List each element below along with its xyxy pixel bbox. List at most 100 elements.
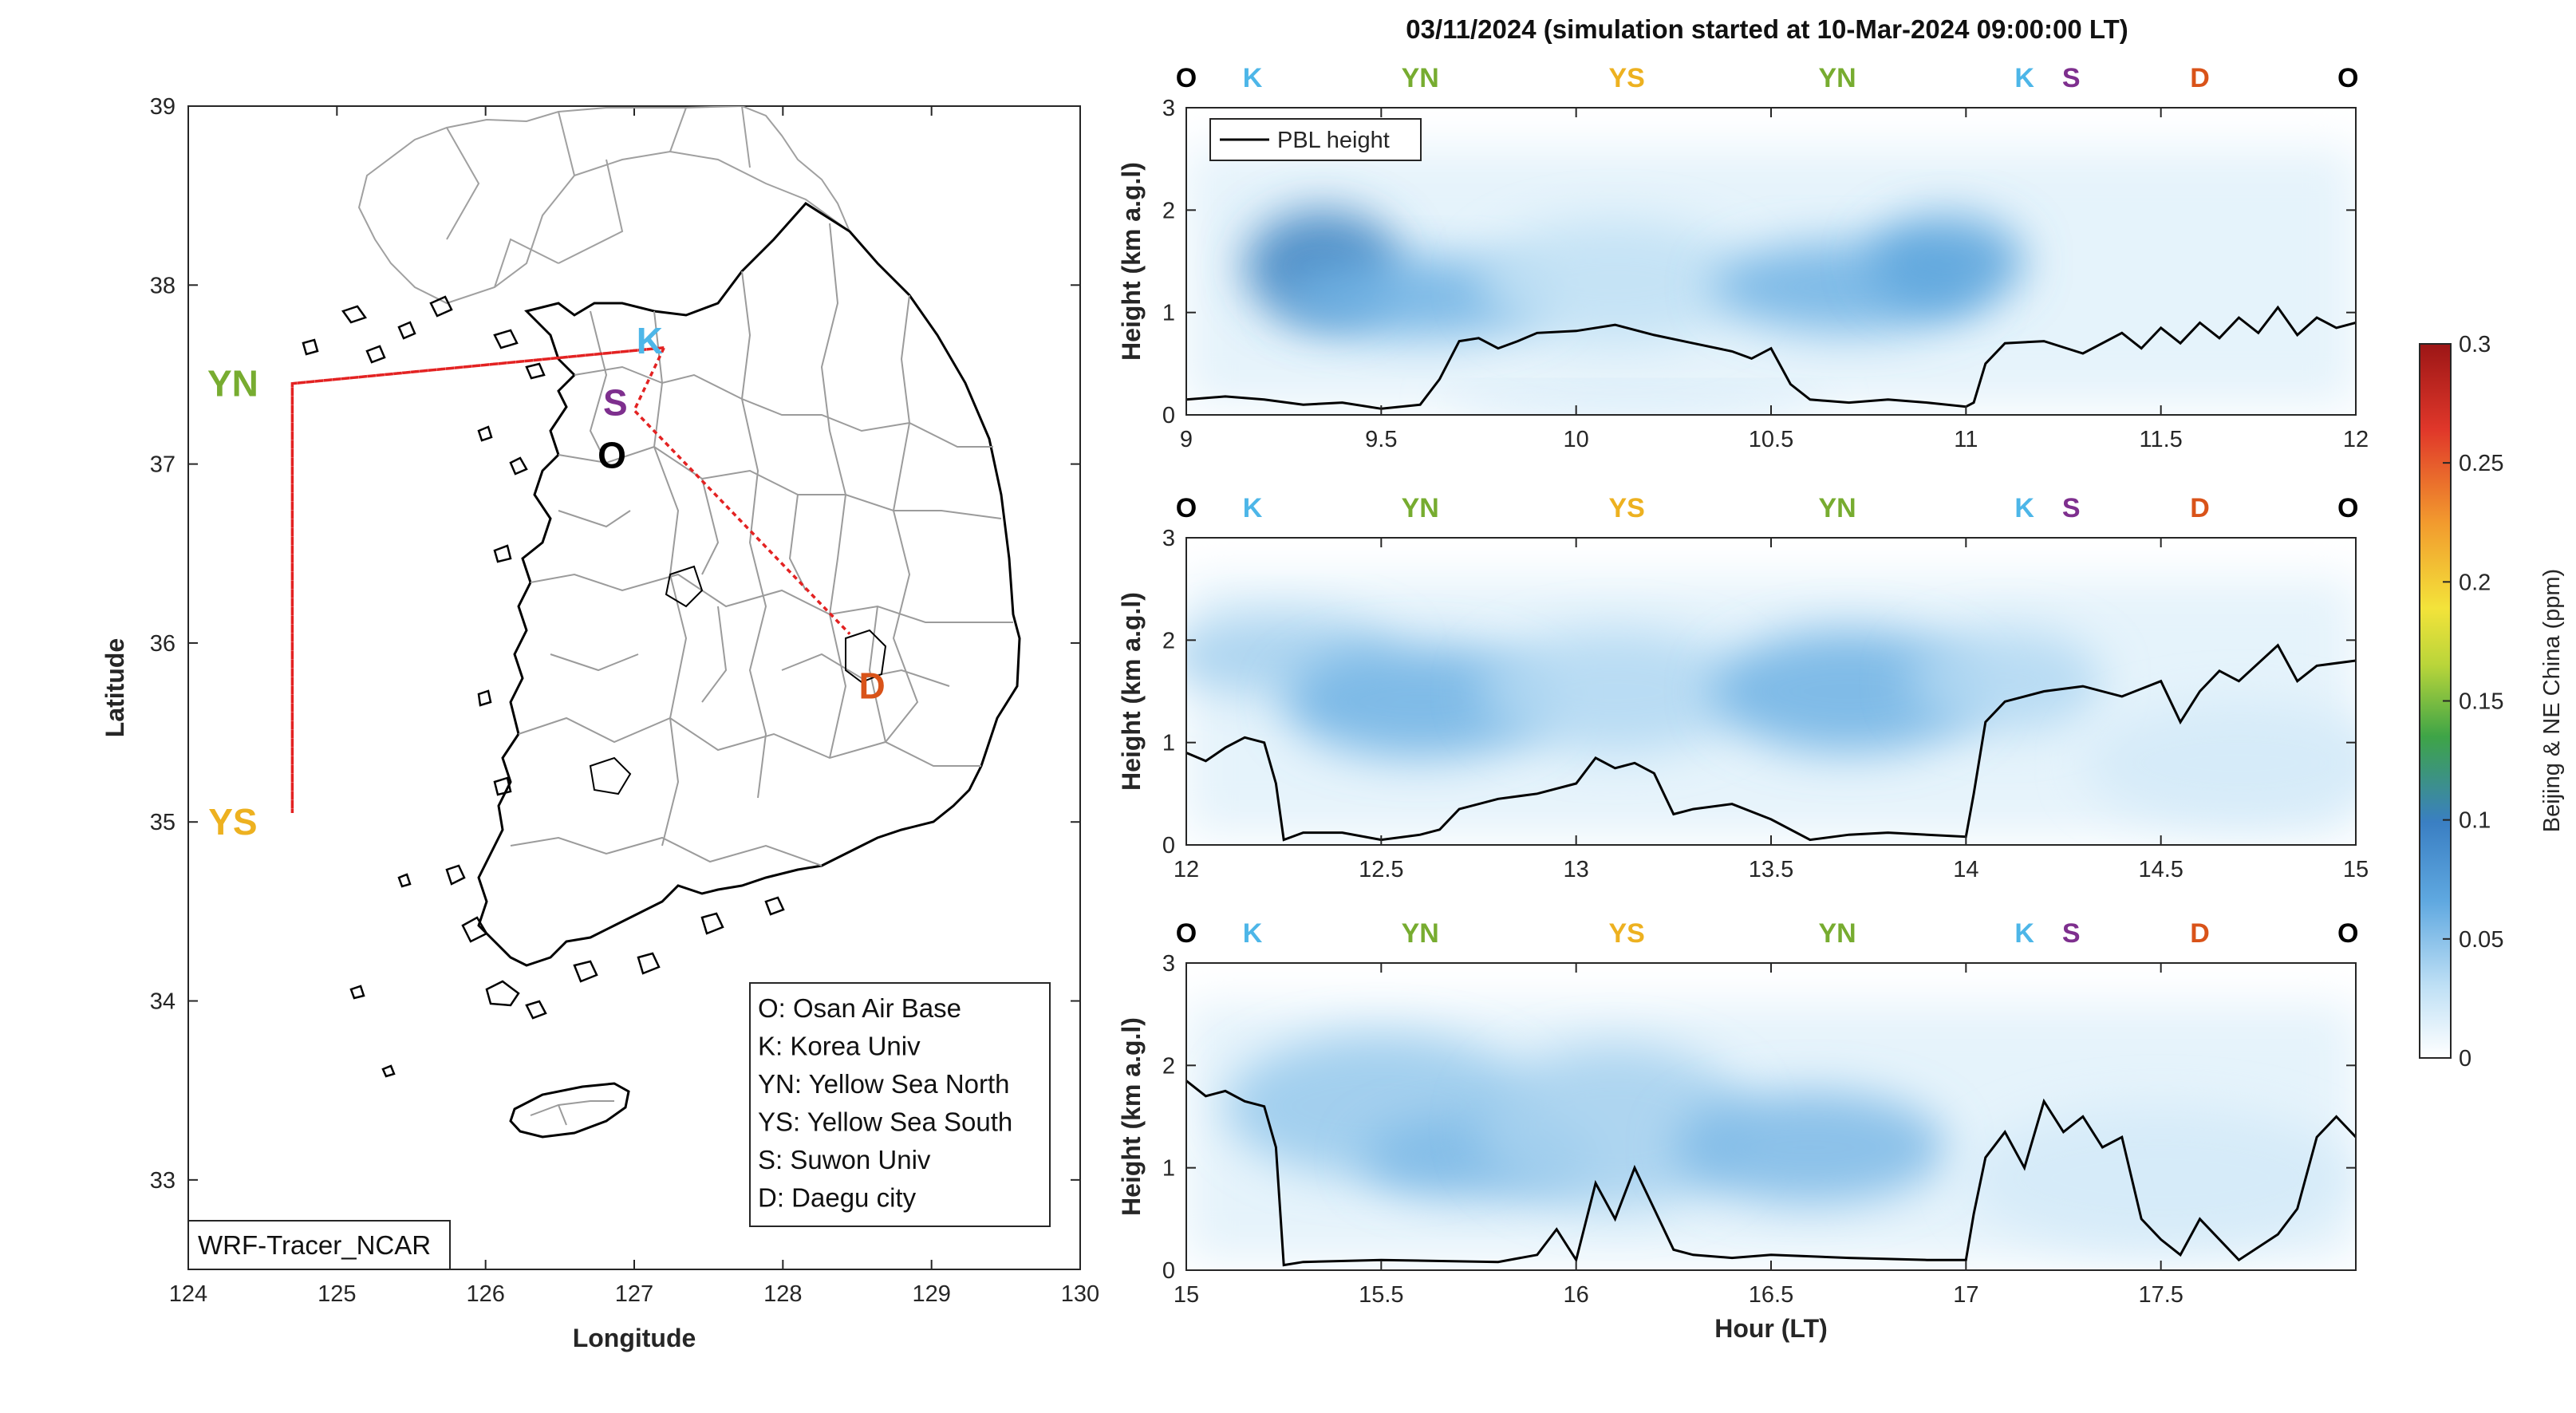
map-legend: O: Osan Air Base K: Korea Univ YN: Yellow …	[758, 993, 1012, 1213]
panel-site-label: YN	[1818, 918, 1856, 949]
panel-x-tick-label: 10	[1564, 427, 1589, 452]
panel-x-tick-label: 15.5	[1359, 1282, 1403, 1308]
map-y-tick-label: 36	[150, 631, 176, 657]
north-korea-outline	[357, 106, 852, 305]
map-y-tick-label: 39	[150, 94, 176, 120]
panel-y-tick-label: 2	[1162, 198, 1175, 223]
colorbar-tick-label: 0.05	[2459, 927, 2503, 953]
panel-x-tick-label: 17	[1953, 1282, 1978, 1308]
tracer-concentration-blob	[2082, 701, 2356, 825]
map-legend-entry: S: Suwon Univ	[758, 1145, 931, 1174]
map-x-tick-label: 127	[615, 1281, 653, 1307]
panel-x-tick-label: 15	[2343, 857, 2369, 882]
county-boundaries	[510, 223, 1013, 866]
figure-title: 03/11/2024 (simulation started at 10-Mar…	[1406, 14, 2128, 44]
panel-x-tick-label: 12	[1174, 857, 1199, 882]
panel-site-label: O	[2337, 63, 2358, 93]
panel-site-label: YN	[1818, 63, 1856, 93]
panel-site-label: YN	[1402, 63, 1439, 93]
colorbar-tick-label: 0.1	[2459, 808, 2491, 834]
panel-y-tick-label: 2	[1162, 628, 1175, 653]
map-x-tick-label: 128	[763, 1281, 802, 1307]
map-y-tick-label: 38	[150, 273, 176, 298]
panel-ylabel: Height (km a.g.l)	[1117, 592, 1146, 791]
map-y-ticks: 33 34 35 36 37 38 39	[150, 94, 1080, 1194]
panel-x-tick-label: 11	[1954, 427, 1978, 452]
map-sites: O KS YN YS D	[207, 320, 886, 843]
map-legend-entry: YN: Yellow Sea North	[758, 1069, 1010, 1099]
map-ylabel: Latitude	[101, 638, 129, 737]
colorbar-tick-label: 0.3	[2459, 332, 2491, 357]
panel-x-tick-label: 14	[1953, 857, 1978, 882]
map-site-label-o: O	[598, 434, 626, 476]
panel-site-label: YN	[1818, 493, 1856, 523]
map-x-tick-label: 125	[318, 1281, 356, 1307]
panel-x-tick-label: 14.5	[2138, 857, 2183, 882]
panel-site-label: YS	[1609, 493, 1645, 523]
panel-x-tick-label: 9	[1180, 427, 1193, 452]
panel-site-label: K	[2014, 493, 2034, 523]
panel-x-tick-label: 13.5	[1749, 857, 1793, 882]
panel-y-tick-label: 0	[1162, 403, 1175, 428]
map-x-tick-label: 126	[466, 1281, 504, 1307]
map-site-label-d: D	[859, 665, 886, 707]
map-x-tick-label: 129	[912, 1281, 950, 1307]
map-panel: 124 125 126 127 128 129 130 33 34 35 36 37 38 39 Lon…	[101, 94, 1099, 1352]
panel-site-label: S	[2062, 63, 2081, 93]
panel-y-tick-label: 3	[1162, 96, 1175, 121]
colorbar-tick-label: 0.15	[2459, 689, 2503, 715]
map-site-label-s: S	[603, 381, 628, 423]
city-outline-daejeon	[665, 565, 704, 608]
panel-site-label: D	[2190, 493, 2210, 523]
coastal-islands	[302, 295, 785, 1078]
map-x-tick-label: 124	[169, 1281, 207, 1307]
north-korea-provinces	[446, 106, 751, 288]
panel-site-label: O	[1176, 918, 1197, 949]
map-legend-entry: YS: Yellow Sea South	[758, 1107, 1012, 1137]
panel-x-tick-label: 16.5	[1749, 1282, 1793, 1308]
map-y-tick-label: 34	[150, 989, 176, 1015]
tracer-concentration-blob	[1966, 1106, 2356, 1250]
panel-site-label: S	[2062, 493, 2081, 523]
tracer-field	[1186, 1004, 2356, 1261]
map-site-label-ys: YS	[208, 801, 257, 843]
flight-path	[290, 345, 851, 813]
map-site-label-k: K	[637, 320, 663, 361]
panel-site-label: D	[2190, 918, 2210, 949]
map-y-tick-label: 33	[150, 1168, 176, 1194]
jeju-island	[509, 1082, 630, 1139]
panel-x-tick-label: 16	[1564, 1282, 1589, 1308]
map-xlabel: Longitude	[573, 1324, 696, 1352]
panel-y-tick-label: 3	[1162, 526, 1175, 551]
panel-xlabel: Hour (LT)	[1714, 1314, 1828, 1343]
panel-site-label: O	[2337, 493, 2358, 523]
panel-x-tick-label: 11.5	[2140, 427, 2183, 452]
map-legend-entry: K: Korea Univ	[758, 1032, 921, 1061]
colorbar-tick-label: 0	[2459, 1046, 2471, 1072]
panel-x-tick-label: 17.5	[2138, 1282, 2183, 1308]
tracer-concentration-blob	[1478, 220, 1752, 344]
panel-x-tick-label: 9.5	[1365, 427, 1397, 452]
city-outline-gwangju	[589, 756, 632, 795]
tracer-concentration-blob	[1439, 390, 1830, 415]
panel-site-label: K	[1243, 918, 1263, 949]
panel-site-label: S	[2062, 918, 2081, 949]
map-y-tick-label: 37	[150, 452, 176, 478]
map-legend-entry: D: Daegu city	[758, 1183, 917, 1213]
panel-y-tick-label: 3	[1162, 951, 1175, 977]
pbl-height-line	[1186, 643, 2356, 842]
tracer-concentration-blob	[1673, 1091, 1947, 1204]
panel-y-tick-label: 1	[1162, 1156, 1175, 1182]
panel-site-label: O	[2337, 918, 2358, 949]
jeju-districts	[530, 1100, 614, 1126]
panel-site-label: K	[2014, 63, 2034, 93]
map-x-ticks: 124 125 126 127 128 129 130	[169, 106, 1099, 1307]
panel-y-tick-label: 2	[1162, 1053, 1175, 1079]
map-site-label-yn: YN	[207, 363, 258, 405]
source-label-box	[187, 1220, 451, 1270]
colorbar-ticks: 0 0.05 0.1 0.15 0.2 0.25 0.3	[2443, 332, 2503, 1072]
